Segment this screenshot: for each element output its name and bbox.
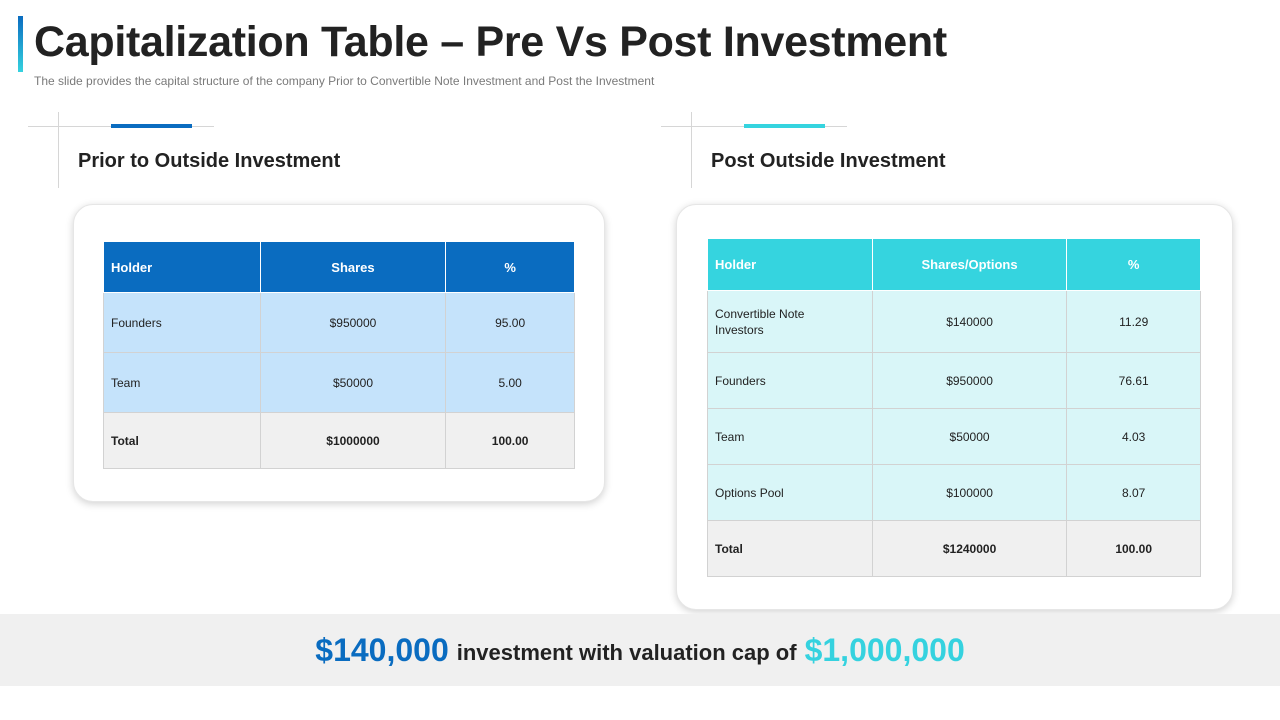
- page-subtitle: The slide provides the capital structure…: [34, 74, 655, 88]
- table-row: Founders $950000 95.00: [103, 292, 575, 353]
- column-header-holder: Holder: [103, 241, 261, 293]
- table-row: Founders $950000 76.61: [707, 352, 1201, 409]
- cell-shares: $140000: [871, 290, 1068, 353]
- post-investment-table: Holder Shares/Options % Convertible Note…: [707, 238, 1201, 577]
- cell-percent: 100.00: [1066, 520, 1201, 577]
- cell-shares: $1000000: [259, 412, 447, 469]
- cell-holder: Convertible Note Investors: [707, 290, 873, 353]
- cell-percent: 100.00: [445, 412, 575, 469]
- cell-holder: Total: [103, 412, 261, 469]
- cell-holder: Options Pool: [707, 464, 873, 521]
- cell-shares: $100000: [871, 464, 1068, 521]
- table-header-row: Holder Shares %: [103, 241, 575, 293]
- column-header-shares: Shares: [259, 241, 447, 293]
- post-accent-bar: [744, 124, 825, 128]
- post-section-header: Post Outside Investment: [661, 112, 946, 192]
- cell-shares: $1240000: [871, 520, 1068, 577]
- valuation-cap-amount: $1,000,000: [804, 631, 965, 668]
- cell-holder: Team: [103, 352, 261, 413]
- column-header-shares-options: Shares/Options: [871, 238, 1068, 291]
- footer-text: investment with valuation cap of: [456, 640, 797, 665]
- table-row: Convertible Note Investors $140000 11.29: [707, 290, 1201, 353]
- title-accent-bar: [18, 16, 23, 72]
- cell-holder: Founders: [103, 292, 261, 353]
- table-total-row: Total $1240000 100.00: [707, 520, 1201, 577]
- cell-shares: $950000: [259, 292, 447, 353]
- cell-shares: $950000: [871, 352, 1068, 409]
- page-title: Capitalization Table – Pre Vs Post Inves…: [34, 18, 947, 66]
- cell-shares: $50000: [871, 408, 1068, 465]
- cell-percent: 95.00: [445, 292, 575, 353]
- column-header-holder: Holder: [707, 238, 873, 291]
- table-header-row: Holder Shares/Options %: [707, 238, 1201, 291]
- pre-investment-table: Holder Shares % Founders $950000 95.00 T…: [103, 241, 575, 469]
- footer-banner: $140,000 investment with valuation cap o…: [0, 614, 1280, 686]
- pre-accent-bar: [111, 124, 192, 128]
- cell-shares: $50000: [259, 352, 447, 413]
- cell-holder: Founders: [707, 352, 873, 409]
- cell-percent: 4.03: [1066, 408, 1201, 465]
- investment-amount: $140,000: [315, 631, 449, 668]
- column-header-percent: %: [1066, 238, 1201, 291]
- cell-holder: Total: [707, 520, 873, 577]
- pre-section-header: Prior to Outside Investment: [28, 112, 340, 192]
- table-row: Options Pool $100000 8.07: [707, 464, 1201, 521]
- cell-percent: 11.29: [1066, 290, 1201, 353]
- column-header-percent: %: [445, 241, 575, 293]
- cell-percent: 76.61: [1066, 352, 1201, 409]
- table-total-row: Total $1000000 100.00: [103, 412, 575, 469]
- cell-percent: 5.00: [445, 352, 575, 413]
- post-section-title: Post Outside Investment: [711, 150, 946, 172]
- table-row: Team $50000 5.00: [103, 352, 575, 413]
- pre-section-title: Prior to Outside Investment: [78, 150, 341, 172]
- cell-holder: Team: [707, 408, 873, 465]
- divider-vertical: [691, 112, 692, 188]
- cell-percent: 8.07: [1066, 464, 1201, 521]
- divider-vertical: [58, 112, 59, 188]
- table-row: Team $50000 4.03: [707, 408, 1201, 465]
